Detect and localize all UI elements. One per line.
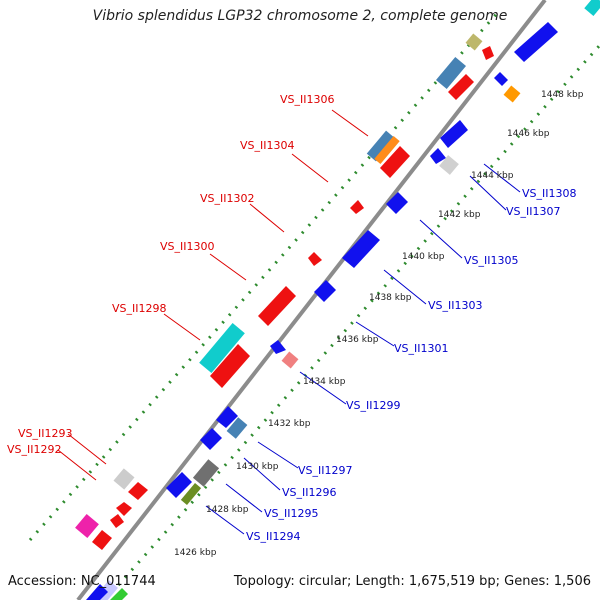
gene-label[interactable]: VS_II1295: [264, 507, 319, 520]
gene-label[interactable]: VS_II1301: [394, 342, 449, 355]
feature-blue-8[interactable]: [270, 340, 286, 354]
reverse-leaders: [205, 163, 521, 535]
feature-red-long[interactable]: [258, 286, 296, 326]
gene-label[interactable]: VS_II1292: [7, 443, 62, 456]
genome-summary: Topology: circular; Length: 1,675,519 bp…: [233, 574, 591, 589]
gene-label[interactable]: VS_II1300: [160, 240, 215, 253]
feature-blue-11[interactable]: [166, 472, 192, 498]
feature-red-small[interactable]: [482, 46, 494, 60]
tick-label: 1438 kbp: [369, 293, 412, 303]
feature-khaki[interactable]: [465, 33, 483, 51]
reverse-labels: VS_II1308 VS_II1307 VS_II1305 VS_II1303 …: [246, 187, 577, 543]
forward-labels: VS_II1306 VS_II1304 VS_II1302 VS_II1300 …: [7, 93, 335, 456]
feature-red-med-2[interactable]: [92, 530, 112, 550]
reverse-features: [86, 0, 600, 600]
tick-label: 1444 kbp: [471, 171, 514, 181]
feature-red-med[interactable]: [128, 482, 148, 500]
feature-orange-2[interactable]: [503, 85, 521, 103]
feature-blue-1[interactable]: [514, 22, 558, 62]
feature-darkgray[interactable]: [192, 459, 220, 487]
feature-gray-2[interactable]: [439, 155, 459, 175]
gene-label[interactable]: VS_II1303: [428, 299, 483, 312]
tick-label: 1440 kbp: [402, 252, 445, 262]
forward-features: [75, 33, 494, 550]
feature-red-tiny[interactable]: [350, 200, 364, 214]
feature-orange[interactable]: [374, 135, 400, 165]
gene-label[interactable]: VS_II1308: [522, 187, 577, 200]
feature-red-tiny-2[interactable]: [308, 252, 322, 266]
feature-blue-3[interactable]: [440, 120, 468, 148]
gene-label[interactable]: VS_II1299: [346, 399, 401, 412]
scale-ticks: 1426 kbp 1428 kbp 1430 kbp 1432 kbp 1434…: [174, 90, 584, 558]
feature-red-arrow-2[interactable]: [380, 146, 410, 178]
feature-blue-6[interactable]: [342, 230, 380, 268]
inner-dotted-track: [103, 44, 600, 600]
feature-blue-10[interactable]: [200, 428, 222, 450]
tick-label: 1426 kbp: [174, 548, 217, 558]
feature-red-small-2[interactable]: [116, 502, 132, 516]
tick-label: 1446 kbp: [507, 129, 550, 139]
tick-label: 1430 kbp: [236, 462, 279, 472]
outer-dotted-track: [28, 9, 502, 541]
forward-leaders: [57, 109, 369, 481]
feature-cyan-top[interactable]: [584, 0, 600, 16]
gene-label[interactable]: VS_II1297: [298, 464, 353, 477]
gene-label[interactable]: VS_II1305: [464, 254, 519, 267]
gene-label[interactable]: VS_II1304: [240, 139, 295, 152]
tick-label: 1434 kbp: [303, 377, 346, 387]
feature-red-long-2[interactable]: [210, 344, 250, 388]
gene-label[interactable]: VS_II1306: [280, 93, 335, 106]
gene-label[interactable]: VS_II1293: [18, 427, 73, 440]
feature-blue-12[interactable]: [86, 584, 108, 600]
feature-pink[interactable]: [281, 351, 299, 369]
feature-steelblue-2[interactable]: [366, 130, 396, 162]
tick-label: 1436 kbp: [336, 335, 379, 345]
accession-label: Accession: NC_011744: [8, 574, 156, 589]
feature-blue-2[interactable]: [494, 72, 508, 86]
gene-label[interactable]: VS_II1294: [246, 530, 301, 543]
tick-label: 1432 kbp: [268, 419, 311, 429]
feature-blue-4[interactable]: [430, 148, 446, 164]
feature-steelblue-3[interactable]: [226, 417, 248, 439]
feature-blue-5[interactable]: [386, 192, 408, 214]
feature-blue-9[interactable]: [216, 406, 238, 428]
gene-label[interactable]: VS_II1302: [200, 192, 255, 205]
feature-blue-7[interactable]: [314, 280, 336, 302]
tick-label: 1448 kbp: [541, 90, 584, 100]
feature-red-arrow[interactable]: [448, 74, 474, 100]
feature-magenta[interactable]: [75, 513, 99, 539]
feature-cyan[interactable]: [199, 322, 245, 374]
feature-steelblue[interactable]: [435, 57, 467, 89]
feature-green[interactable]: [110, 588, 128, 600]
tick-label: 1428 kbp: [206, 505, 249, 515]
tick-label: 1442 kbp: [438, 210, 481, 220]
gene-label[interactable]: VS_II1296: [282, 486, 337, 499]
gene-label[interactable]: VS_II1298: [112, 302, 167, 315]
feature-lightgray[interactable]: [113, 468, 135, 490]
map-title: Vibrio splendidus LGP32 chromosome 2, co…: [92, 8, 508, 24]
gene-label[interactable]: VS_II1307: [506, 205, 561, 218]
feature-red-small-3[interactable]: [110, 514, 124, 528]
chromosome-backbone: [76, 0, 547, 600]
feature-olive[interactable]: [180, 483, 202, 505]
